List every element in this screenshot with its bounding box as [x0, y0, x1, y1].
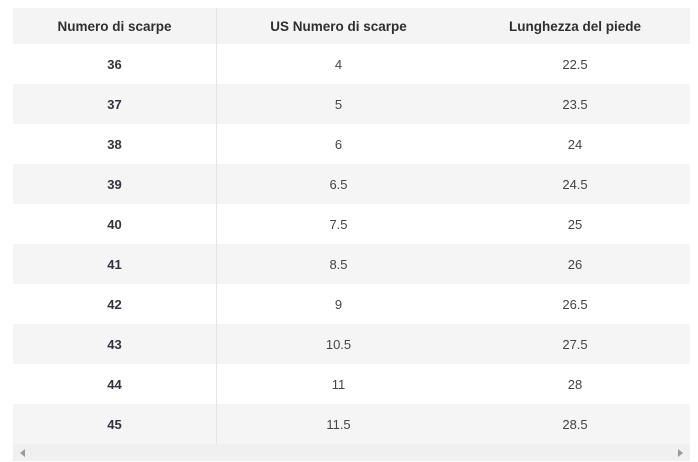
- cell-eu-size: 37: [13, 84, 217, 124]
- cell-us-size: 6.5: [329, 176, 348, 192]
- scroll-right-button[interactable]: [676, 444, 685, 461]
- cell-us-size: 8.5: [329, 256, 348, 272]
- header-cell-foot-length: Lunghezza del piede: [508, 18, 641, 34]
- table-row: 40 7.5 25: [13, 204, 690, 244]
- shoe-size-table: Numero di scarpe US Numero di scarpe Lun…: [13, 8, 690, 444]
- header-cell-us-size: US Numero di scarpe: [270, 18, 407, 34]
- cell-us-size: 6: [334, 136, 343, 152]
- table-row: 39 6.5 24.5: [13, 164, 690, 204]
- table-row: 36 4 22.5: [13, 44, 690, 84]
- scroll-left-arrow-icon[interactable]: [20, 448, 25, 457]
- table-header-row: Numero di scarpe US Numero di scarpe Lun…: [13, 8, 690, 44]
- cell-foot-length: 23.5: [562, 96, 588, 112]
- horizontal-scrollbar[interactable]: [13, 444, 690, 461]
- cell-foot-length: 28: [567, 376, 583, 392]
- cell-eu-size: 36: [13, 44, 217, 84]
- table-row: 45 11.5 28.5: [13, 404, 690, 444]
- table-row: 42 9 26.5: [13, 284, 690, 324]
- cell-us-size: 5: [334, 96, 343, 112]
- cell-eu-size: 39: [13, 164, 217, 204]
- table-row: 38 6 24: [13, 124, 690, 164]
- header-cell-eu-size: Numero di scarpe: [13, 8, 217, 44]
- cell-eu-size: 43: [13, 324, 217, 364]
- cell-us-size: 9: [334, 296, 343, 312]
- cell-eu-size: 40: [13, 204, 217, 244]
- cell-us-size: 10.5: [325, 336, 352, 352]
- cell-foot-length: 27.5: [562, 336, 588, 352]
- table-row: 41 8.5 26: [13, 244, 690, 284]
- cell-foot-length: 26.5: [562, 296, 588, 312]
- cell-eu-size: 45: [13, 404, 217, 444]
- table-row: 37 5 23.5: [13, 84, 690, 124]
- cell-us-size: 11.5: [326, 416, 351, 432]
- cell-foot-length: 22.5: [562, 56, 588, 72]
- cell-eu-size: 44: [13, 364, 217, 404]
- cell-foot-length: 24.5: [562, 176, 588, 192]
- cell-foot-length: 25: [567, 216, 583, 232]
- cell-foot-length: 28.5: [562, 416, 588, 432]
- cell-us-size: 11: [331, 376, 346, 392]
- cell-foot-length: 26: [567, 256, 583, 272]
- cell-us-size: 4: [334, 56, 343, 72]
- cell-eu-size: 41: [13, 244, 217, 284]
- scroll-right-arrow-icon[interactable]: [678, 448, 683, 457]
- cell-eu-size: 38: [13, 124, 217, 164]
- cell-foot-length: 24: [567, 136, 583, 152]
- table-row: 43 10.5 27.5: [13, 324, 690, 364]
- cell-eu-size: 42: [13, 284, 217, 324]
- cell-us-size: 7.5: [329, 216, 348, 232]
- scroll-left-button[interactable]: [18, 444, 27, 461]
- table-row: 44 11 28: [13, 364, 690, 404]
